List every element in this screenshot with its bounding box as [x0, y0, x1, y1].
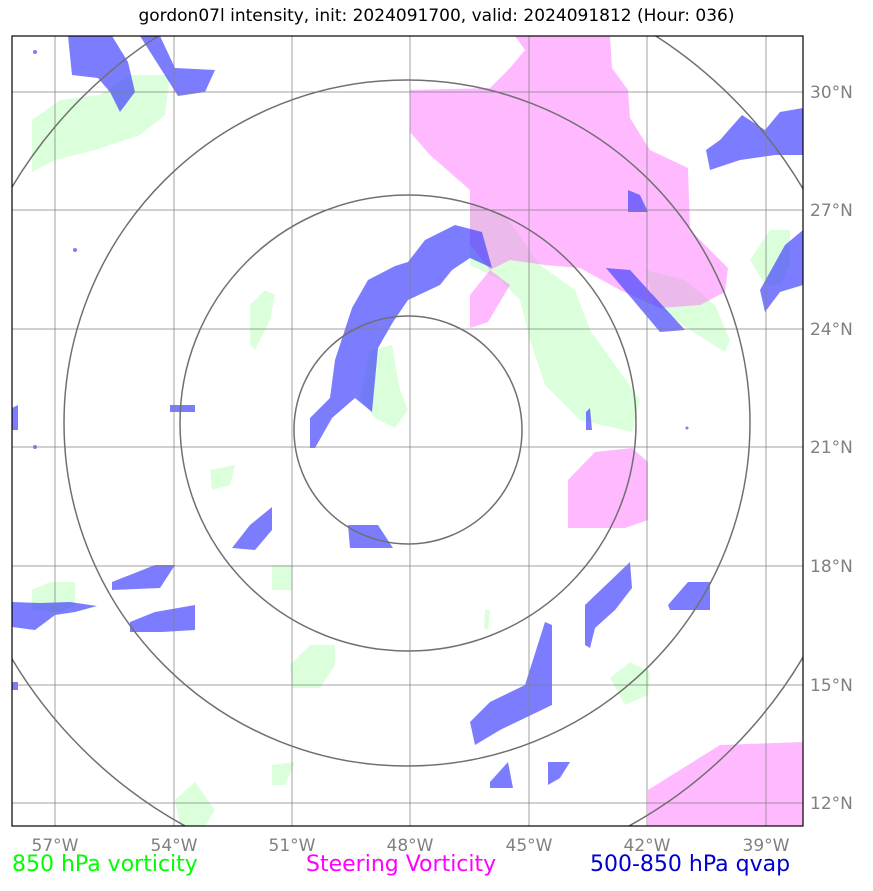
steering-vorticity-layer — [410, 36, 803, 826]
legend-vorticity-850: 850 hPa vorticity — [12, 852, 198, 877]
lon-tick-label: 45°W — [506, 836, 553, 856]
lat-tick-label: 24°N — [810, 320, 853, 340]
lat-tick-label: 30°N — [810, 83, 853, 103]
lon-tick-label: 54°W — [151, 836, 198, 856]
lat-tick-label: 27°N — [810, 201, 853, 221]
lat-tick-label: 12°N — [810, 794, 853, 814]
range-ring-1 — [293, 315, 523, 545]
lon-tick-labels: 57°W 54°W 51°W 48°W 45°W 42°W 39°W — [32, 836, 790, 856]
map-title: gordon07l intensity, init: 2024091700, v… — [138, 6, 735, 26]
legend-steering-vorticity: Steering Vorticity — [306, 852, 497, 877]
legend-qvap: 500-850 hPa qvap — [590, 852, 791, 877]
qvap-layer — [12, 36, 803, 788]
range-ring-2 — [179, 194, 637, 652]
lon-tick-label: 51°W — [269, 836, 316, 856]
lon-tick-label: 57°W — [32, 836, 79, 856]
lon-tick-label: 42°W — [624, 836, 671, 856]
graticule — [12, 36, 803, 826]
lat-tick-label: 21°N — [810, 438, 853, 458]
plot-frame — [11, 35, 804, 827]
lon-tick-label: 39°W — [743, 836, 790, 856]
range-ring-3 — [63, 79, 751, 767]
lon-tick-label: 48°W — [387, 836, 434, 856]
lat-tick-label: 15°N — [810, 676, 853, 696]
lat-tick-label: 18°N — [810, 557, 853, 577]
lat-tick-labels: 30°N 27°N 24°N 21°N 18°N 15°N 12°N — [810, 83, 853, 814]
